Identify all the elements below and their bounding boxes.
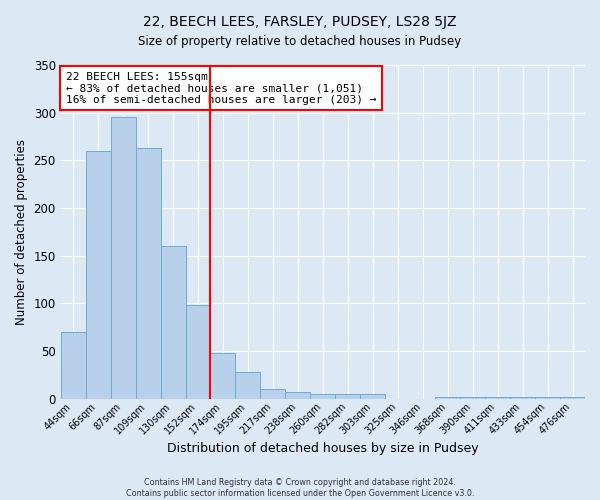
Bar	[310, 394, 335, 399]
Text: Contains HM Land Registry data © Crown copyright and database right 2024.
Contai: Contains HM Land Registry data © Crown c…	[126, 478, 474, 498]
Y-axis label: Number of detached properties: Number of detached properties	[15, 139, 28, 325]
Bar	[185, 306, 211, 399]
Bar	[510, 397, 535, 399]
Bar	[161, 246, 185, 399]
Bar	[235, 372, 260, 399]
Bar	[360, 394, 385, 399]
Bar	[335, 394, 360, 399]
Bar	[61, 332, 86, 399]
Text: 22, BEECH LEES, FARSLEY, PUDSEY, LS28 5JZ: 22, BEECH LEES, FARSLEY, PUDSEY, LS28 5J…	[143, 15, 457, 29]
Bar	[110, 118, 136, 399]
Bar	[86, 151, 110, 399]
Bar	[535, 397, 560, 399]
Bar	[211, 353, 235, 399]
Text: 22 BEECH LEES: 155sqm
← 83% of detached houses are smaller (1,051)
16% of semi-d: 22 BEECH LEES: 155sqm ← 83% of detached …	[66, 72, 376, 105]
X-axis label: Distribution of detached houses by size in Pudsey: Distribution of detached houses by size …	[167, 442, 479, 455]
Bar	[485, 397, 510, 399]
Bar	[260, 389, 286, 399]
Text: Size of property relative to detached houses in Pudsey: Size of property relative to detached ho…	[139, 35, 461, 48]
Bar	[560, 397, 585, 399]
Bar	[286, 392, 310, 399]
Bar	[136, 148, 161, 399]
Bar	[460, 397, 485, 399]
Bar	[435, 397, 460, 399]
